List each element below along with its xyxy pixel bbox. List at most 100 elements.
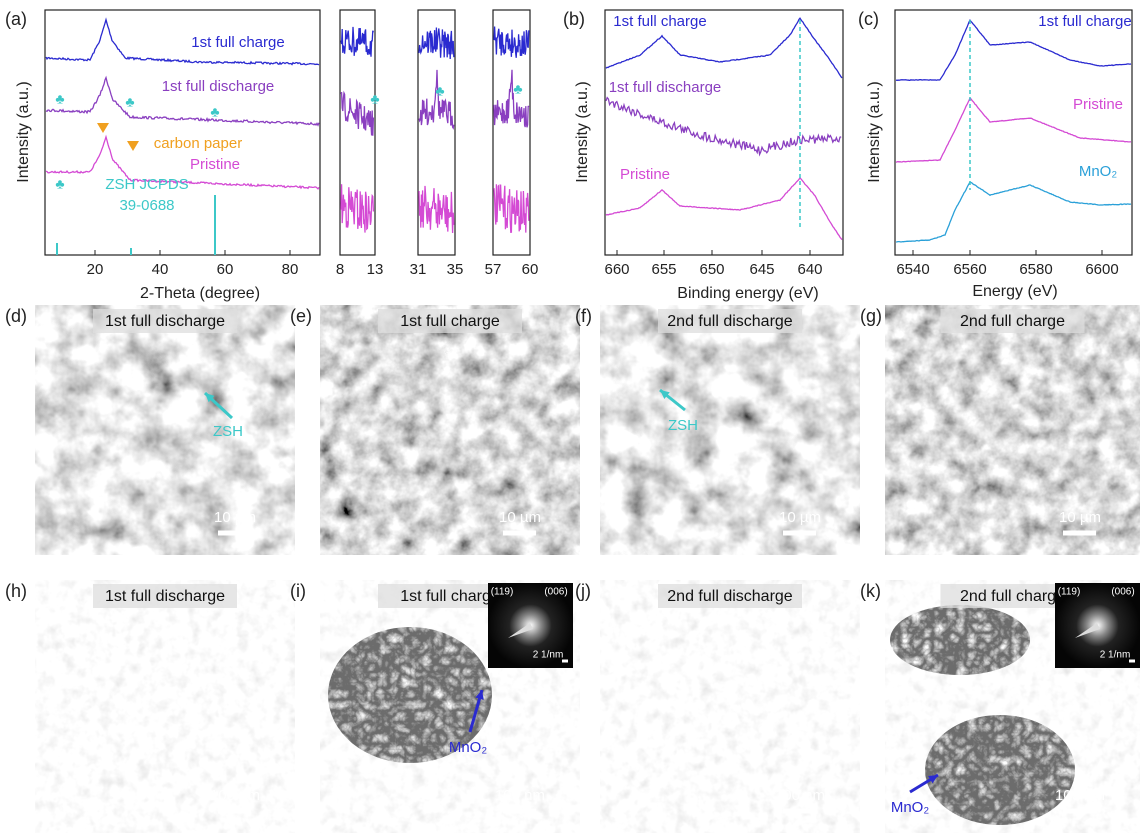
tick-label: 645	[749, 261, 774, 278]
spectrum-curve	[493, 69, 530, 128]
axis-title: Intensity (a.u.)	[574, 81, 591, 182]
spectrum-curve	[45, 75, 320, 127]
caption: 2nd full charge	[960, 588, 1065, 605]
spectrum-curve	[605, 17, 843, 79]
spectrum-curve	[493, 26, 530, 58]
label: 39-0688	[119, 197, 174, 214]
tick-label: 35	[447, 261, 464, 278]
panel-label: (b)	[563, 9, 585, 29]
scale-label: 100 nm	[775, 787, 825, 804]
beam-stop	[508, 623, 533, 638]
club-marker: ♣	[210, 104, 219, 120]
panel-label: (j)	[575, 581, 591, 601]
panel-label: (f)	[575, 306, 592, 326]
club-marker: ♣	[55, 91, 64, 107]
panel-label: (i)	[290, 581, 306, 601]
label: 1st full charge	[1038, 13, 1131, 30]
club-marker: ♣	[125, 94, 134, 110]
caption: 2nd full discharge	[667, 313, 793, 330]
inset-label: (006)	[544, 587, 567, 598]
spectrum-curve	[340, 184, 375, 233]
tick-label: 13	[367, 261, 384, 278]
tick-label: 640	[797, 261, 822, 278]
arrow-head	[205, 393, 215, 403]
panel-label: (k)	[860, 581, 881, 601]
arrow-label: ZSH	[668, 417, 698, 434]
spectrum-curve	[418, 27, 455, 60]
spectrum-curve	[418, 185, 455, 234]
label: 1st full discharge	[609, 79, 722, 96]
tick-label: 40	[152, 261, 169, 278]
axis-title: Intensity (a.u.)	[866, 81, 883, 182]
scale-label: 10 µm	[1059, 509, 1101, 526]
tick-label: 80	[282, 261, 299, 278]
triangle-marker	[127, 141, 139, 151]
plot-frame	[492, 9, 531, 256]
plot-frame	[604, 9, 844, 256]
caption-box	[658, 309, 802, 333]
spectrum-curve	[895, 97, 1132, 163]
tick-label: 6580	[1019, 261, 1052, 278]
label: 1st full charge	[191, 34, 284, 51]
caption-box	[93, 584, 237, 608]
panel-label: (c)	[858, 9, 879, 29]
axis-title: Binding energy (eV)	[677, 285, 818, 302]
label: Pristine	[190, 156, 240, 173]
tick-label: 8	[336, 261, 344, 278]
caption-box	[93, 309, 237, 333]
label: MnO₂	[1079, 163, 1118, 180]
scale-label: 100 nm	[210, 787, 260, 804]
triangle-marker	[97, 123, 109, 133]
tick-label: 6600	[1085, 261, 1118, 278]
tick-label: 6560	[953, 261, 986, 278]
caption-box	[378, 309, 522, 333]
panel-label: (h)	[5, 581, 27, 601]
label: 1st full discharge	[162, 78, 275, 95]
arrow-head	[475, 690, 484, 700]
spectrum-curve	[45, 17, 320, 66]
arrow-label: MnO₂	[449, 739, 488, 756]
scale-label: 100 nm	[495, 787, 545, 804]
panel-label: (a)	[5, 9, 27, 29]
spectrum-curve	[340, 26, 375, 57]
tick-label: 655	[651, 261, 676, 278]
tick-label: 60	[217, 261, 234, 278]
particle	[890, 605, 1030, 675]
spectrum-curve	[45, 134, 320, 190]
spectrum-curve	[895, 19, 1132, 81]
club-marker: ♣	[55, 176, 64, 192]
arrow-label: ZSH	[213, 423, 243, 440]
scale-label: 10 µm	[214, 509, 256, 526]
particle	[328, 627, 492, 763]
micrograph	[320, 305, 580, 555]
label: carbon paper	[154, 135, 242, 152]
arrow-label: MnO₂	[891, 799, 930, 816]
spectrum-curve	[340, 90, 375, 136]
inset-label: (119)	[1058, 587, 1081, 598]
spectrum-curve	[605, 96, 842, 157]
inset-label: (006)	[1111, 587, 1134, 598]
plot-frame	[44, 9, 321, 256]
panel-label: (d)	[5, 306, 27, 326]
club-marker: ♣	[513, 81, 522, 97]
tick-label: 20	[87, 261, 104, 278]
beam-stop	[1075, 623, 1100, 638]
particle	[925, 715, 1075, 825]
club-marker: ♣	[435, 83, 444, 99]
panel-label: (e)	[290, 306, 312, 326]
caption-box	[940, 309, 1085, 333]
caption: 1st full charge	[400, 588, 500, 605]
plot-frame	[894, 9, 1133, 256]
axis-title: Energy (eV)	[972, 283, 1057, 300]
caption: 1st full discharge	[105, 313, 225, 330]
plot-frame	[417, 9, 456, 256]
label: 1st full charge	[613, 13, 706, 30]
label: Pristine	[620, 166, 670, 183]
inset-label: 2 1/nm	[533, 650, 564, 661]
tick-label: 650	[699, 261, 724, 278]
axis-title: 2-Theta (degree)	[140, 285, 260, 302]
micrograph	[35, 580, 295, 833]
scale-label: 10 µm	[499, 509, 541, 526]
spectrum-curve	[418, 69, 455, 130]
